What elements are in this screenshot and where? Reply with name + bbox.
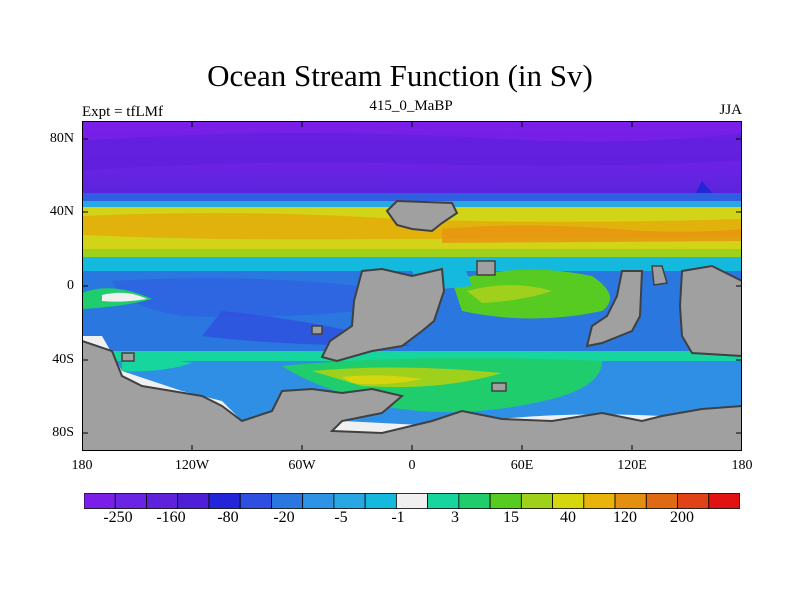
colorbar-box (271, 493, 304, 509)
lat-tick-label: 40N (49, 204, 74, 219)
colorbar-box (395, 493, 429, 509)
map-title: Ocean Stream Function (in Sv) (207, 58, 593, 93)
colorbar-box (239, 493, 272, 509)
colorbar-box (552, 493, 585, 509)
island (311, 325, 323, 335)
colorbar-label: -1 (391, 509, 405, 526)
colorbar-box (614, 493, 647, 509)
colorbar-label: 40 (560, 509, 576, 526)
colorbar-box (458, 493, 491, 509)
antarctica-land (82, 339, 742, 451)
island (121, 352, 135, 362)
colorbar (84, 493, 740, 509)
gondwana-land (320, 267, 446, 363)
lat-tick-label: 80S (52, 425, 74, 440)
colorbar-box (427, 493, 460, 509)
colorbar-box (520, 493, 553, 509)
time-label: 415_0_MaBP (369, 98, 453, 114)
colorbar-box (364, 493, 397, 509)
axis-ticks (82, 121, 742, 451)
colorbar-box (489, 493, 522, 509)
colorbar-label: -250 (103, 509, 133, 526)
lat-tick-label: 40S (52, 352, 74, 367)
island (491, 382, 507, 392)
lon-tick-label: 180 (71, 458, 93, 473)
far-east-land (678, 264, 742, 358)
stream-function-map (82, 121, 742, 451)
lon-tick-label: 60E (510, 458, 534, 473)
lat-tick-label: 80N (49, 131, 74, 146)
experiment-label: Expt = tfLMf (82, 104, 163, 120)
colorbar-label: -20 (273, 509, 295, 526)
lat-tick-label: 0 (67, 278, 74, 293)
colorbar-label: 200 (670, 509, 694, 526)
lon-tick-label: 120E (617, 458, 647, 473)
lon-tick-label: 180 (731, 458, 753, 473)
colorbar-label: 15 (503, 509, 519, 526)
colorbar-label: 3 (451, 509, 459, 526)
island (476, 260, 496, 276)
eurasia-land (385, 199, 459, 233)
colorbar-box (146, 493, 179, 509)
colorbar-box (302, 493, 335, 509)
colorbar-label: 120 (613, 509, 637, 526)
colorbar-box (208, 493, 241, 509)
colorbar-label: -80 (217, 509, 239, 526)
colorbar-box (583, 493, 616, 509)
colorbar-box (677, 493, 710, 509)
colorbar-box (177, 493, 210, 509)
colorbar-box (114, 493, 147, 509)
eastern-continent-land (585, 270, 644, 348)
colorbar-box (708, 493, 740, 509)
colorbar-box (333, 493, 366, 509)
season-label: JJA (719, 102, 742, 118)
colorbar-box (645, 493, 678, 509)
colorbar-label: -5 (334, 509, 348, 526)
lon-tick-label: 120W (174, 458, 210, 473)
lon-tick-label: 0 (408, 458, 416, 473)
colorbar-box (84, 493, 116, 509)
colorbar-label: -160 (156, 509, 186, 526)
lon-tick-label: 60W (288, 458, 316, 473)
